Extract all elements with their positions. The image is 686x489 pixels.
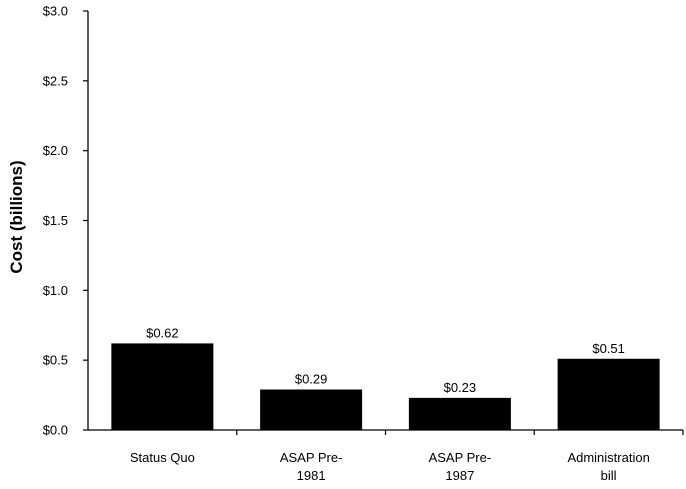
- data-label: $0.29: [295, 371, 328, 386]
- y-tick-label: $0.5: [43, 353, 68, 368]
- category-label: Status Quo: [130, 450, 195, 465]
- bar-labels: $0.62 Status Quo $0.29 ASAP Pre- 1981 $0.23 AS…: [130, 325, 650, 483]
- data-label: $0.62: [146, 325, 179, 340]
- y-tick-label: $2.0: [43, 143, 68, 158]
- bar: [111, 343, 214, 430]
- category-label: 1981: [297, 468, 326, 483]
- y-tick-label: $0.0: [43, 423, 68, 438]
- category-label: ASAP Pre-: [280, 450, 343, 465]
- y-tick-label: $2.5: [43, 73, 68, 88]
- bar: [408, 397, 511, 430]
- data-label: $0.23: [444, 380, 477, 395]
- category-label: 1987: [445, 468, 474, 483]
- data-label: $0.51: [592, 341, 625, 356]
- axis-ticks: $0.0 $0.5 $1.0 $1.5 $2.0 $2.5 $3.0: [43, 4, 684, 438]
- category-label: ASAP Pre-: [429, 450, 492, 465]
- bars: [111, 343, 660, 430]
- y-tick-label: $1.0: [43, 283, 68, 298]
- category-label: bill: [601, 468, 617, 483]
- bar: [260, 389, 363, 430]
- y-tick-label: $3.0: [43, 4, 68, 19]
- category-label: Administration: [567, 450, 649, 465]
- bar: [557, 358, 660, 430]
- y-axis-title: Cost (billions): [7, 160, 26, 273]
- y-tick-label: $1.5: [43, 213, 68, 228]
